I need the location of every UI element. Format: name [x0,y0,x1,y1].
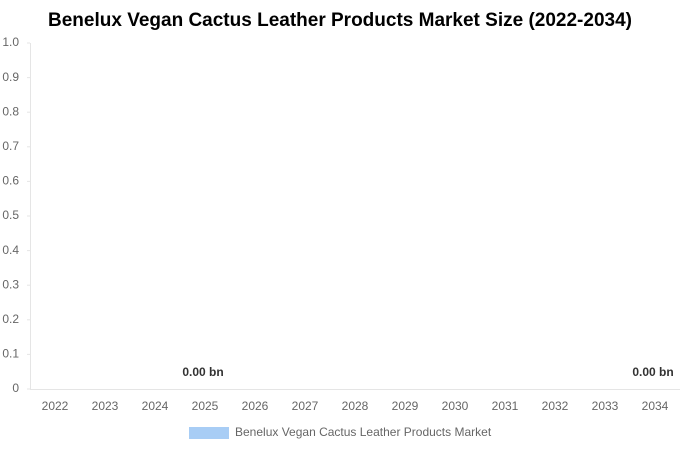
y-tick-label: 0.7 [2,139,19,153]
x-tick-label: 2026 [242,399,269,413]
x-tick-label: 2031 [492,399,519,413]
x-tick-label: 2025 [192,399,219,413]
x-tick-label: 2030 [442,399,469,413]
y-tick-label: 0.4 [2,243,19,257]
y-tick-label: 0.3 [2,277,19,291]
x-tick-label: 2023 [92,399,119,413]
y-tick-label: 0.1 [2,347,19,361]
value-label: 0.00 bn [182,365,223,379]
value-label: 0.00 bn [632,365,673,379]
chart-title: Benelux Vegan Cactus Leather Products Ma… [48,10,632,31]
y-tick-label: 0.8 [2,104,19,118]
x-tick-label: 2028 [342,399,369,413]
x-tick-label: 2034 [642,399,669,413]
y-tick-label: 0.2 [2,312,19,326]
x-tick-label: 2027 [292,399,319,413]
y-tick-label: 0.6 [2,174,19,188]
y-tick-label: 1.0 [2,35,19,49]
legend-swatch [189,427,229,439]
legend-label: Benelux Vegan Cactus Leather Products Ma… [235,425,492,439]
x-tick-label: 2029 [392,399,419,413]
x-tick-label: 2032 [542,399,569,413]
y-tick-label: 0.5 [2,208,19,222]
y-tick-label: 0 [12,381,19,395]
x-tick-label: 2022 [42,399,69,413]
x-tick-label: 2024 [142,399,169,413]
x-tick-label: 2033 [592,399,619,413]
y-tick-label: 0.9 [2,70,19,84]
